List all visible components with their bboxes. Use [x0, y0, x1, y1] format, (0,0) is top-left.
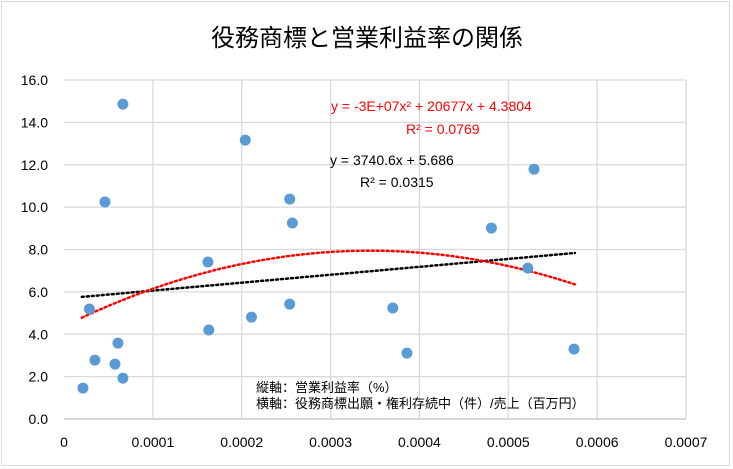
- x-tick-label: 0.0001: [131, 434, 174, 450]
- data-point: [117, 372, 129, 384]
- poly2-trendline: [80, 249, 577, 319]
- y-tick-label: 0.0: [29, 411, 49, 427]
- data-point: [284, 298, 296, 310]
- data-point: [89, 354, 101, 366]
- y-tick-label: 14.0: [21, 114, 48, 130]
- y-tick-label: 4.0: [29, 326, 49, 342]
- linear-r2: R² = 0.0315: [360, 174, 434, 190]
- trendlines: [80, 249, 577, 319]
- linear-trendline: [80, 251, 577, 299]
- linear-equation: y = 3740.6x + 5.686: [330, 152, 454, 168]
- data-point: [109, 358, 121, 370]
- axes: 0.0 2.0 4.0 6.0 8.0 10.0 12.0 14.0 16.0 0 0.0001 0.…: [21, 72, 708, 450]
- x-tick-label: 0.0007: [665, 434, 708, 450]
- poly-r2: R² = 0.0769: [406, 121, 480, 137]
- data-point: [203, 324, 215, 336]
- data-point: [485, 222, 497, 234]
- data-point: [286, 217, 298, 229]
- data-point: [284, 193, 296, 205]
- data-point: [112, 337, 124, 349]
- annotation-line-2: 横軸：役務商標出願・権利存続中（件）/売上（百万円）: [256, 396, 585, 411]
- x-tick-label: 0: [60, 434, 68, 450]
- annotation-line-1: 縦軸：営業利益率（%）: [256, 380, 398, 395]
- data-point: [245, 311, 257, 323]
- data-point: [387, 302, 399, 314]
- data-point: [528, 163, 540, 175]
- chart-title: 役務商標と営業利益率の関係: [211, 25, 523, 52]
- data-points: [77, 98, 580, 394]
- x-tick-label: 0.0004: [398, 434, 441, 450]
- x-tick-label: 0.0006: [576, 434, 619, 450]
- data-point: [522, 262, 534, 274]
- y-tick-label: 12.0: [21, 157, 48, 173]
- data-point: [99, 196, 111, 208]
- x-tick-label: 0.0005: [487, 434, 530, 450]
- data-point: [117, 98, 129, 110]
- y-tick-label: 2.0: [29, 369, 49, 385]
- data-point: [83, 303, 95, 315]
- poly-equation: y = -3E+07x² + 20677x + 4.3804: [331, 98, 532, 114]
- data-point: [202, 256, 214, 268]
- data-point: [568, 343, 580, 355]
- y-tick-label: 6.0: [29, 284, 49, 300]
- gridlines: [64, 79, 687, 420]
- y-tick-label: 16.0: [21, 72, 48, 88]
- data-point: [239, 134, 251, 146]
- data-point: [77, 382, 89, 394]
- y-tick-label: 10.0: [21, 199, 48, 215]
- y-tick-label: 8.0: [29, 242, 49, 258]
- x-tick-label: 0.0002: [220, 434, 263, 450]
- x-tick-label: 0.0003: [309, 434, 352, 450]
- data-point: [401, 347, 413, 359]
